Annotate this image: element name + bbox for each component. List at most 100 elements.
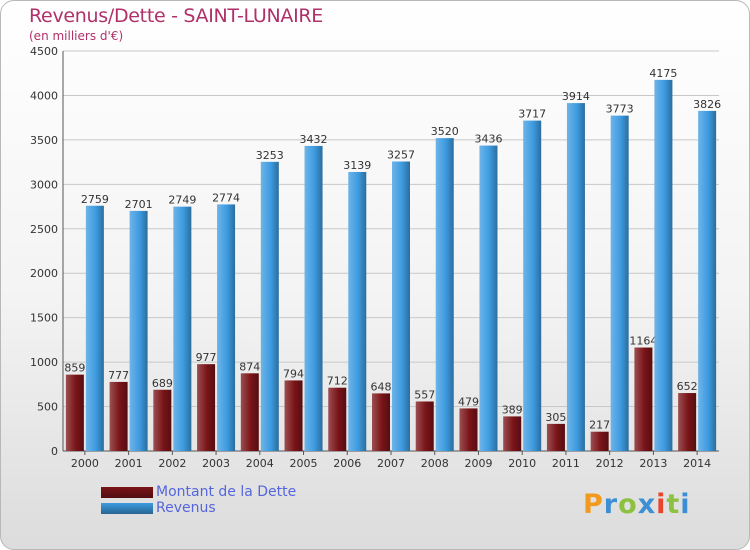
logo-letter: o xyxy=(618,489,638,520)
data-label-dette: 479 xyxy=(458,395,479,408)
bar-revenus xyxy=(260,161,279,451)
bar-revenus xyxy=(523,120,542,451)
data-label-revenus: 3432 xyxy=(300,133,328,146)
x-tick-label: 2002 xyxy=(158,457,186,470)
bar-revenus xyxy=(217,204,236,451)
data-label-revenus: 3253 xyxy=(256,149,284,162)
data-label-revenus: 3717 xyxy=(518,108,546,121)
x-tick-label: 2014 xyxy=(683,457,711,470)
data-label-dette: 652 xyxy=(677,380,698,393)
y-tick-label: 500 xyxy=(37,401,58,414)
y-tick-label: 2000 xyxy=(30,267,58,280)
bar-revenus xyxy=(129,210,148,451)
legend-label-dette: Montant de la Dette xyxy=(156,484,297,500)
data-label-dette: 557 xyxy=(414,388,435,401)
data-label-dette: 977 xyxy=(196,351,217,364)
data-label-revenus: 4175 xyxy=(649,67,677,80)
bar-dette xyxy=(284,380,303,451)
data-label-dette: 648 xyxy=(371,380,392,393)
logo-letter: i xyxy=(656,489,667,520)
data-label-revenus: 2701 xyxy=(125,198,153,211)
bar-dette xyxy=(546,423,565,451)
data-label-revenus: 3773 xyxy=(606,103,634,116)
data-label-revenus: 2774 xyxy=(212,191,240,204)
y-tick-label: 3000 xyxy=(30,178,58,191)
bar-dette xyxy=(459,408,478,451)
x-tick-label: 2013 xyxy=(639,457,667,470)
data-label-dette: 794 xyxy=(283,367,304,380)
bar-dette xyxy=(197,364,216,451)
bar-dette xyxy=(65,374,84,451)
data-label-dette: 217 xyxy=(589,419,610,432)
logo-letter: P xyxy=(583,489,604,520)
data-label-revenus: 3826 xyxy=(693,98,721,111)
logo-letter: r xyxy=(603,489,619,520)
x-tick-label: 2005 xyxy=(290,457,318,470)
x-tick-label: 2007 xyxy=(377,457,405,470)
bar-revenus xyxy=(304,145,323,451)
bar-dette xyxy=(109,381,128,451)
x-tick-label: 2010 xyxy=(508,457,536,470)
logo-letter: i xyxy=(680,489,691,520)
legend-label-revenus: Revenus xyxy=(156,500,216,516)
legend-swatch-revenus xyxy=(101,503,153,514)
data-label-dette: 689 xyxy=(152,377,173,390)
data-label-dette: 389 xyxy=(502,403,523,416)
bar-revenus xyxy=(654,79,673,451)
bar-revenus xyxy=(392,161,410,451)
x-tick-label: 2006 xyxy=(333,457,361,470)
bar-dette xyxy=(590,431,609,451)
data-label-dette: 859 xyxy=(64,362,85,375)
bar-revenus xyxy=(479,145,498,452)
bar-dette xyxy=(678,393,697,451)
data-label-revenus: 3914 xyxy=(562,90,590,103)
x-tick-label: 2009 xyxy=(464,457,492,470)
bar-revenus xyxy=(173,206,192,451)
x-tick-label: 2012 xyxy=(596,457,624,470)
bar-revenus xyxy=(85,205,104,451)
data-label-revenus: 3436 xyxy=(474,133,502,146)
data-label-dette: 777 xyxy=(108,369,129,382)
data-label-dette: 1164 xyxy=(629,335,657,348)
bar-dette xyxy=(634,347,653,451)
chart-title: Revenus/Dette - SAINT-LUNAIRE xyxy=(29,5,324,27)
x-tick-label: 2001 xyxy=(115,457,143,470)
proxiti-logo: Proxiti xyxy=(583,489,691,520)
y-tick-label: 1500 xyxy=(30,312,58,325)
data-label-dette: 874 xyxy=(239,360,260,373)
data-label-dette: 305 xyxy=(545,411,566,424)
data-label-revenus: 2749 xyxy=(168,194,196,207)
bar-revenus xyxy=(566,103,585,451)
bar-revenus xyxy=(435,138,454,451)
x-tick-label: 2003 xyxy=(202,457,230,470)
chart-subtitle: (en milliers d'€) xyxy=(29,29,124,43)
x-tick-label: 2011 xyxy=(552,457,580,470)
bar-revenus xyxy=(698,110,717,452)
x-tick-label: 2004 xyxy=(246,457,274,470)
y-tick-label: 4000 xyxy=(30,89,58,102)
bar-dette xyxy=(503,416,522,451)
x-tick-label: 2008 xyxy=(421,457,449,470)
x-tick-label: 2000 xyxy=(71,457,99,470)
logo-letter: t xyxy=(666,489,681,520)
y-tick-label: 1000 xyxy=(30,356,58,369)
bar-dette xyxy=(328,387,347,451)
bar-revenus xyxy=(348,171,367,451)
y-tick-label: 4500 xyxy=(30,45,58,58)
data-label-revenus: 3139 xyxy=(343,159,371,172)
y-tick-label: 0 xyxy=(51,445,58,458)
data-label-revenus: 3520 xyxy=(431,125,459,138)
y-tick-label: 3500 xyxy=(30,134,58,147)
data-label-revenus: 2759 xyxy=(81,193,109,206)
data-label-revenus: 3257 xyxy=(387,148,415,161)
bar-dette xyxy=(372,393,390,451)
logo-letter: x xyxy=(637,489,657,520)
data-label-dette: 712 xyxy=(327,375,348,388)
bar-revenus xyxy=(610,115,629,451)
bar-dette xyxy=(415,401,434,451)
bar-dette xyxy=(240,373,259,451)
legend-swatch-dette xyxy=(101,487,153,498)
y-tick-label: 2500 xyxy=(30,223,58,236)
